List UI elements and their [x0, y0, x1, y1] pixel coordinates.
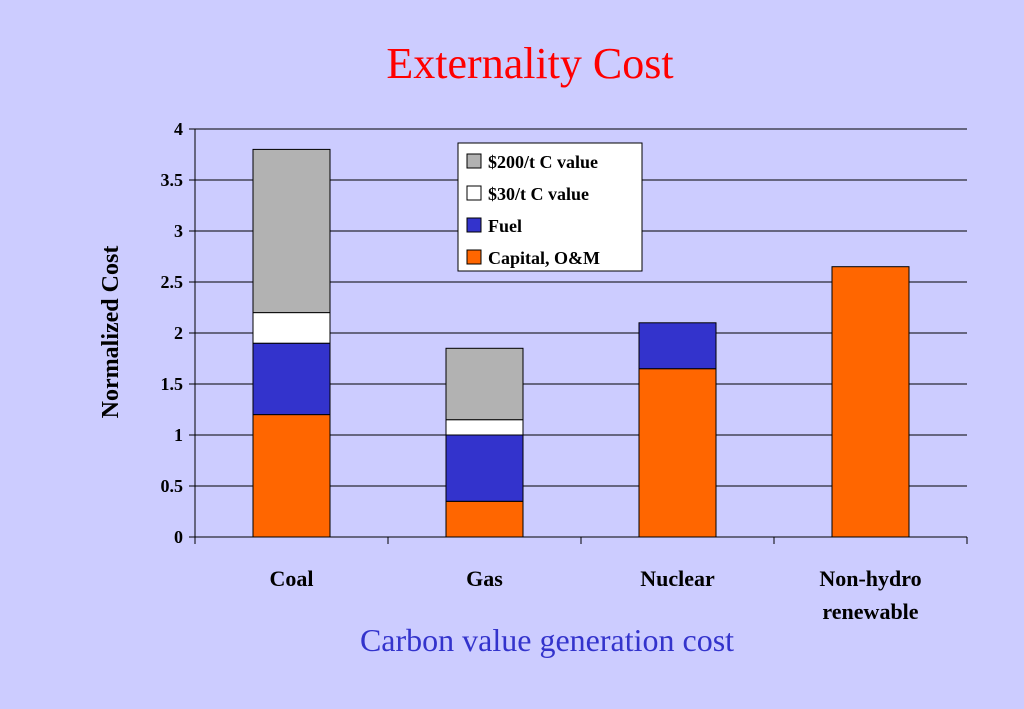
- legend-label: Fuel: [488, 216, 522, 236]
- axes: [189, 128, 968, 544]
- bar-segment: [252, 342, 331, 416]
- legend-swatch: [466, 217, 482, 233]
- x-category-label: Non-hydro: [819, 566, 921, 591]
- x-category-label: Coal: [270, 566, 314, 591]
- bar-segment: [638, 322, 717, 370]
- y-tick-label: 0: [174, 527, 183, 547]
- legend: $200/t C value $30/t C value Fuel Capital, …: [457, 142, 643, 272]
- legend-box: [457, 142, 643, 272]
- y-tick-label: 1: [174, 425, 183, 445]
- y-tick-labels: 0 0.5 1 1.5 2 2.5 3 3.5 4: [161, 119, 184, 547]
- legend-label: Capital, O&M: [488, 248, 600, 268]
- bars: [252, 148, 910, 538]
- bar-segment: [638, 368, 717, 538]
- legend-label: $30/t C value: [488, 184, 589, 204]
- bar-segment: [831, 266, 910, 538]
- bar-segment: [252, 312, 331, 344]
- legend-label: $200/t C value: [488, 152, 598, 172]
- y-tick-label: 2: [174, 323, 183, 343]
- x-category-label: renewable: [822, 599, 918, 624]
- x-category-label: Nuclear: [640, 566, 715, 591]
- y-tick-label: 0.5: [161, 476, 184, 496]
- chart-title: Externality Cost: [386, 39, 674, 88]
- y-tick-label: 4: [174, 119, 183, 139]
- bar-segment: [252, 414, 331, 538]
- y-tick-label: 1.5: [161, 374, 184, 394]
- bar-segment: [445, 434, 524, 502]
- legend-swatch: [466, 249, 482, 265]
- bar-segment: [445, 500, 524, 538]
- y-tick-label: 3: [174, 221, 183, 241]
- y-axis-label: Normalized Cost: [98, 246, 124, 419]
- legend-swatch: [466, 185, 482, 201]
- x-category-label: Gas: [466, 566, 503, 591]
- bar-segment: [252, 148, 331, 314]
- y-tick-label: 2.5: [161, 272, 184, 292]
- chart-subtitle: Carbon value generation cost: [359, 622, 735, 658]
- bar-segment: [445, 419, 524, 436]
- bar-segment: [445, 347, 524, 421]
- legend-swatch: [466, 153, 482, 169]
- y-tick-label: 3.5: [161, 170, 184, 190]
- x-category-labels: Coal Gas Nuclear Non-hydro renewable: [270, 566, 922, 624]
